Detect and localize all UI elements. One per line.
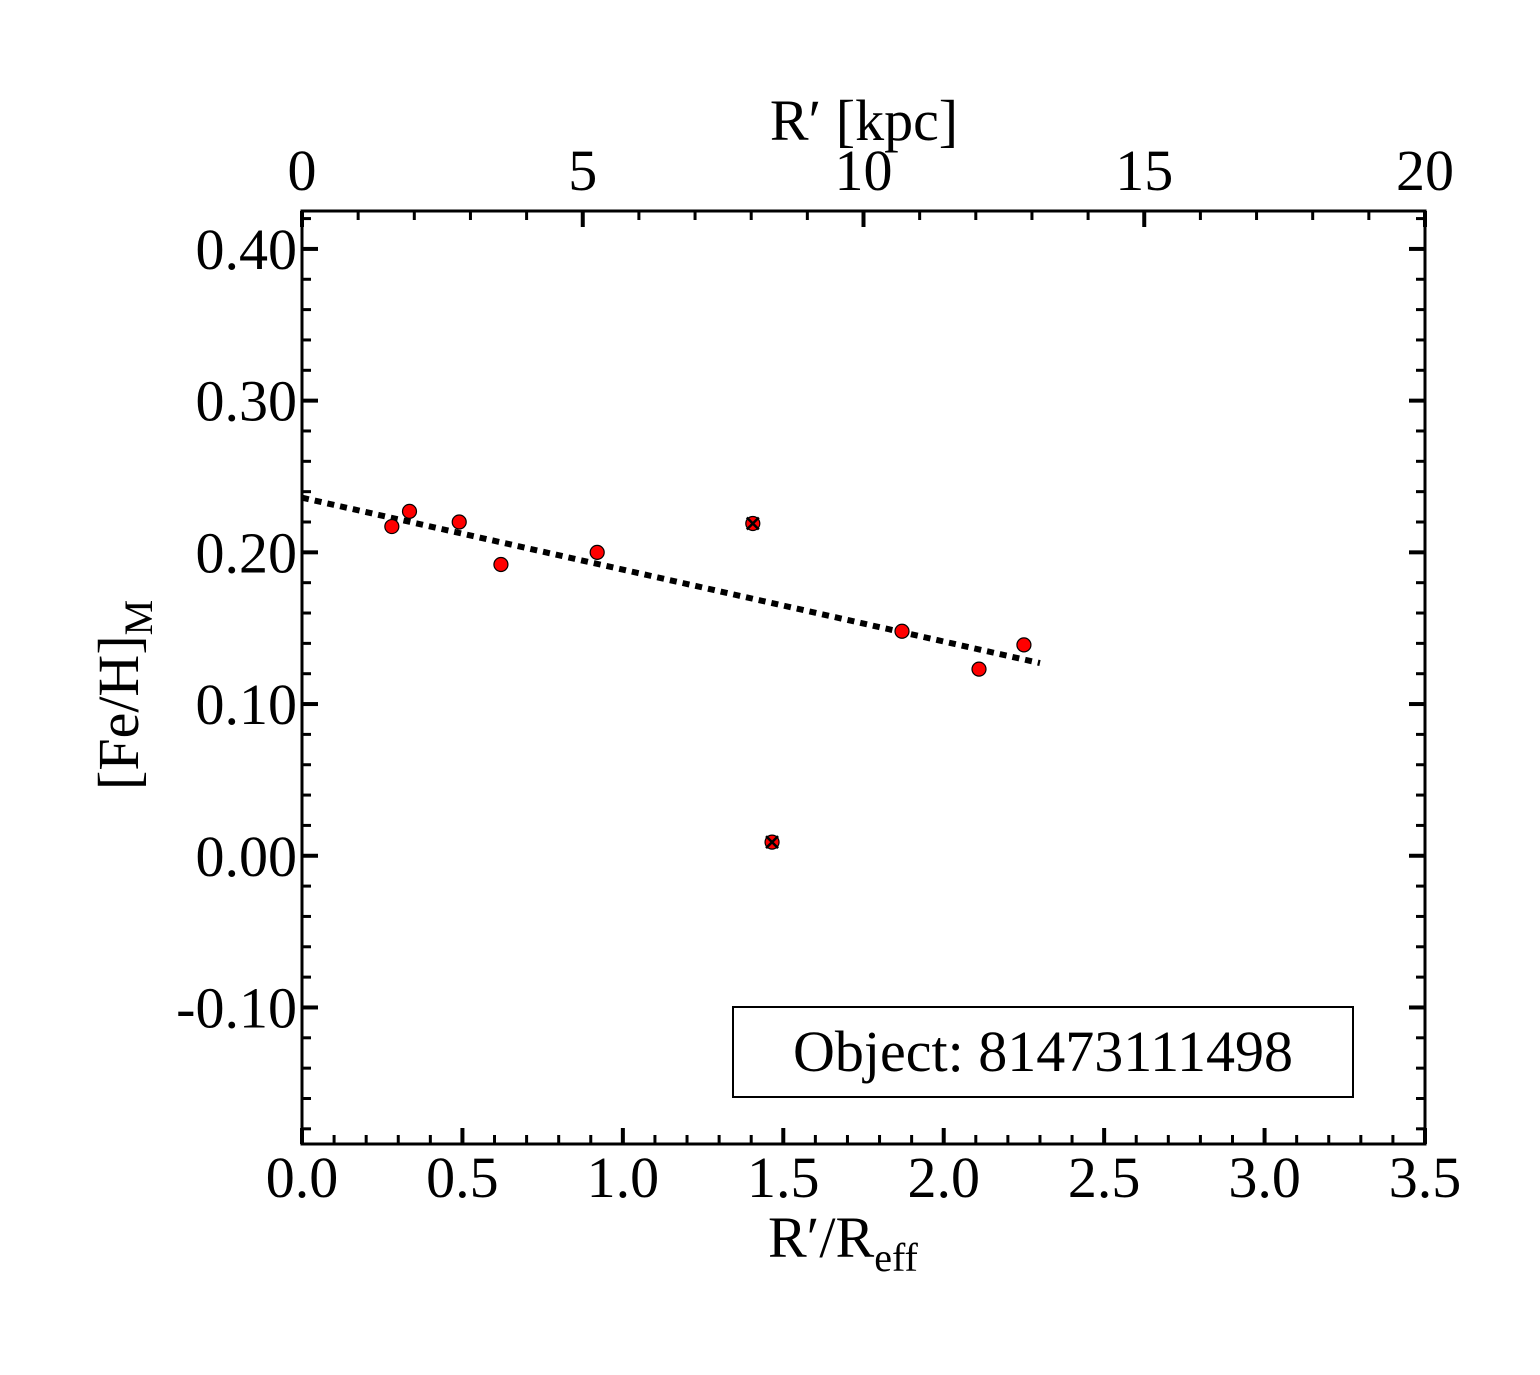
data-point: [1016, 637, 1032, 653]
x-tick-label: 2.0: [907, 1145, 980, 1210]
y-tick-label: 0.10: [196, 672, 298, 737]
y-tick-label: -0.10: [176, 975, 297, 1040]
data-points: [384, 503, 1032, 850]
point-cross: [745, 516, 760, 531]
annotation-box: [732, 1006, 1354, 1098]
x-tick-label: 1.0: [587, 1145, 660, 1210]
top-axis-title: R′ [kpc]: [770, 88, 958, 153]
x-tick-label: 3.0: [1228, 1145, 1301, 1210]
x-tick-label: 3.5: [1389, 1145, 1462, 1210]
data-point: [493, 556, 509, 573]
y-axis-title-main: [Fe/H]: [86, 635, 151, 790]
y-tick-labels: 0.40 0.30 0.20 0.10 0.00 -0.10: [176, 217, 297, 1041]
x-tick-label: 1.5: [747, 1145, 820, 1210]
x-tick-label: 0.0: [266, 1145, 339, 1210]
y-axis-title: [Fe/H]M: [86, 600, 161, 790]
x-tick-labels: 0.0 0.5 1.0 1.5 2.0 2.5 3.0 3.5: [266, 1145, 1462, 1210]
x-tick-label: 0.5: [426, 1145, 499, 1210]
top-tick-label: 5: [568, 138, 597, 203]
x-axis-title-sub: eff: [874, 1235, 918, 1280]
top-tick-label: 20: [1396, 138, 1454, 203]
fit-line: [301, 494, 1041, 667]
data-point: [894, 623, 910, 639]
top-tick-label: 0: [288, 138, 317, 203]
point-cross: [765, 835, 779, 849]
minor-ticks: [302, 211, 1425, 1144]
top-tick-label: 15: [1115, 138, 1173, 203]
x-axis-title: R′/Reff: [768, 1205, 919, 1280]
annotation-text: Object: 81473111498: [793, 1019, 1293, 1084]
plot-frame: [300, 209, 1427, 1146]
top-tick-labels: 0 5 10 15 20: [288, 138, 1455, 203]
y-tick-label: 0.30: [196, 369, 298, 434]
top-tick-label: 10: [835, 138, 893, 203]
data-point: [971, 661, 987, 677]
data-point: [589, 544, 605, 560]
y-tick-label: 0.40: [196, 217, 298, 282]
y-axis-title-group: [Fe/H]M: [86, 600, 161, 790]
x-tick-label: 2.5: [1068, 1145, 1141, 1210]
y-tick-label: 0.00: [196, 824, 298, 889]
y-axis-title-sub: M: [116, 600, 161, 636]
data-point: [401, 503, 418, 519]
x-axis-title-main: R′/R: [768, 1205, 874, 1270]
data-point: [384, 518, 400, 535]
y-tick-label: 0.20: [196, 520, 298, 585]
major-ticks: [300, 211, 1427, 1144]
data-point: [451, 514, 467, 530]
